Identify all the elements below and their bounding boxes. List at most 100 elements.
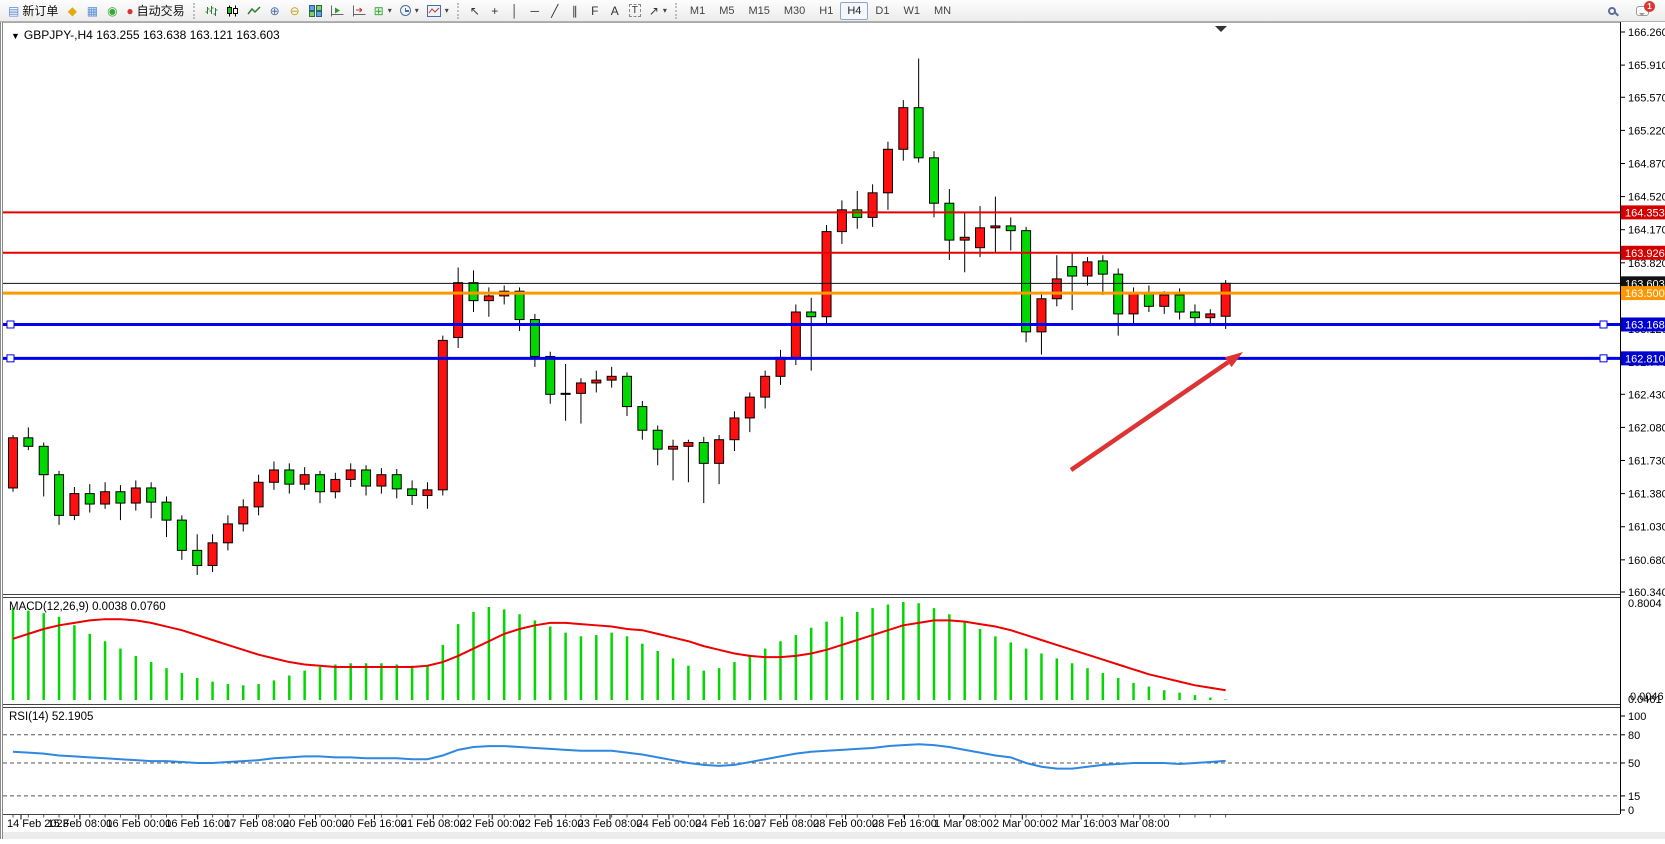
cursor-icon: ↖ — [469, 3, 480, 18]
candle-body — [299, 474, 310, 485]
candle-body — [192, 549, 203, 567]
line-handle[interactable] — [1599, 354, 1608, 363]
time-axis-label: 3 Mar 08:00 — [1111, 818, 1170, 830]
candle-body — [146, 487, 157, 503]
timeframe-D1[interactable]: D1 — [875, 4, 890, 17]
search-icon — [1608, 6, 1616, 15]
trendline-icon: ╱ — [551, 3, 559, 18]
line-handle[interactable] — [6, 354, 15, 363]
rsi-scale-label: 50 — [1628, 758, 1640, 770]
candlestick-chart-button[interactable] — [222, 1, 243, 20]
price-tick-label: 160.680 — [1628, 555, 1665, 567]
candle-body — [1082, 261, 1093, 277]
cursor-button[interactable]: ↖ — [465, 1, 485, 20]
vertical-line-button[interactable]: │ — [505, 1, 525, 20]
search-button[interactable] — [1602, 1, 1622, 20]
bar-chart-icon — [205, 5, 218, 17]
line-chart-icon — [247, 5, 261, 17]
tile-windows-button[interactable] — [305, 1, 326, 20]
toolbar-right-group: 1 — [1602, 0, 1661, 20]
chart-title[interactable]: ▼ GBPJPY-,H4 163.255 163.638 163.121 163.… — [11, 28, 280, 42]
candlestick-series — [8, 58, 1231, 575]
price-tag-label: 164.353 — [1625, 207, 1665, 219]
time-axis-label: 20 Feb 00:00 — [283, 818, 348, 830]
horizontal-line-button[interactable]: ─ — [525, 1, 545, 20]
arrow-annotation-head[interactable] — [1224, 352, 1243, 368]
price-tag-label: 163.168 — [1625, 319, 1665, 331]
candle-body — [668, 445, 679, 450]
candle-body — [729, 417, 740, 441]
auto-scroll-button[interactable] — [326, 1, 348, 20]
candle-body — [376, 474, 387, 487]
price-tick-label: 166.260 — [1628, 27, 1665, 39]
price-tick-label: 160.340 — [1628, 587, 1665, 599]
arrows-icon: ↗ — [648, 3, 659, 18]
candle-body — [714, 439, 725, 464]
chart-dropdown-icon[interactable]: ▼ — [11, 31, 20, 41]
crosshair-button[interactable]: + — [485, 1, 505, 20]
signals-icon: ◉ — [107, 3, 118, 18]
candle-body — [990, 225, 1001, 229]
timeframe-W1[interactable]: W1 — [903, 4, 920, 17]
timeframe-M5[interactable]: M5 — [719, 4, 735, 17]
candle-body — [422, 489, 433, 497]
equidistant-channel-icon: ∥ — [571, 3, 578, 18]
time-axis-label: 24 Feb 00:00 — [636, 818, 701, 830]
time-axis-label: 23 Feb 08:00 — [578, 818, 643, 830]
rsi-scale-label: 15 — [1628, 791, 1640, 803]
candle-body — [775, 356, 786, 377]
time-axis-label: 15 Feb 08:00 — [47, 818, 112, 830]
time-axis-label: 16 Feb 00:00 — [106, 818, 171, 830]
notification-badge: 1 — [1644, 0, 1655, 12]
candle-body — [606, 375, 617, 381]
timeframe-M30[interactable]: M30 — [783, 4, 806, 17]
fibonacci-button[interactable]: F — [585, 1, 605, 20]
trendline-button[interactable]: ╱ — [545, 1, 565, 20]
arrows-button[interactable]: ↗ ▾ — [645, 1, 671, 20]
equidistant-channel-button[interactable]: ∥ — [565, 1, 585, 20]
price-tick-label: 164.870 — [1628, 158, 1665, 170]
candle-body — [345, 469, 356, 480]
bar-chart-button[interactable] — [201, 1, 222, 20]
candle-body — [1159, 294, 1170, 307]
candle-body — [391, 474, 402, 490]
zoom-in-button[interactable]: ⊕ — [265, 1, 285, 20]
line-handle[interactable] — [6, 320, 15, 329]
macd-indicator-label: MACD(12,26,9) 0.0038 0.0760 — [9, 601, 166, 613]
text-label-button[interactable]: T — [625, 1, 645, 20]
signals-button[interactable]: ◉ — [102, 1, 122, 20]
arrow-annotation[interactable] — [1069, 360, 1230, 472]
text-label-icon: T — [628, 4, 641, 17]
market-watch-button[interactable]: ◆ — [62, 1, 82, 20]
timeframe-M1[interactable]: M1 — [689, 4, 706, 17]
timeframe-H4[interactable]: H4 — [840, 1, 869, 20]
candle-body — [407, 488, 418, 497]
templates-button[interactable]: ▾ — [423, 1, 453, 20]
candle-body — [268, 469, 279, 483]
vertical-line-icon: │ — [510, 3, 519, 18]
chart-shift-button[interactable] — [348, 1, 370, 20]
periods-button[interactable]: ▾ — [396, 1, 423, 20]
new-order-button-label: 新订单 — [22, 4, 59, 18]
price-tick-label: 165.220 — [1628, 125, 1665, 137]
chart-window: 166.260 165.910 165.570 165.220 164.870 164.5… — [0, 22, 1665, 839]
chart-window-button[interactable]: ▦ — [82, 1, 102, 20]
new-order-button[interactable]: ▤ 新订单 — [4, 1, 62, 20]
timeframe-M15[interactable]: M15 — [748, 4, 770, 17]
price-tick-label: 165.570 — [1628, 92, 1665, 104]
line-handle[interactable] — [1599, 320, 1608, 329]
timeframe-MN[interactable]: MN — [933, 4, 952, 17]
line-chart-button[interactable] — [243, 1, 265, 20]
timeframe-H1[interactable]: H1 — [819, 4, 834, 17]
text-button[interactable]: A — [605, 1, 625, 20]
chart-canvas[interactable]: 166.260 165.910 165.570 165.220 164.870 164.5… — [3, 22, 1665, 839]
auto-trading-button[interactable]: ● 自动交易 — [122, 1, 188, 20]
notifications-button[interactable]: 1 — [1632, 0, 1655, 20]
indicators-button[interactable]: ⊞ ▾ — [370, 1, 396, 20]
candle-body — [790, 311, 801, 358]
price-tag-label: 162.810 — [1625, 353, 1665, 365]
macd-scale-top-label: 0.8004 — [1628, 598, 1662, 610]
zoom-out-button[interactable]: ⊖ — [285, 1, 305, 20]
time-axis-label: 20 Feb 16:00 — [342, 818, 407, 830]
rsi-line — [12, 743, 1226, 770]
